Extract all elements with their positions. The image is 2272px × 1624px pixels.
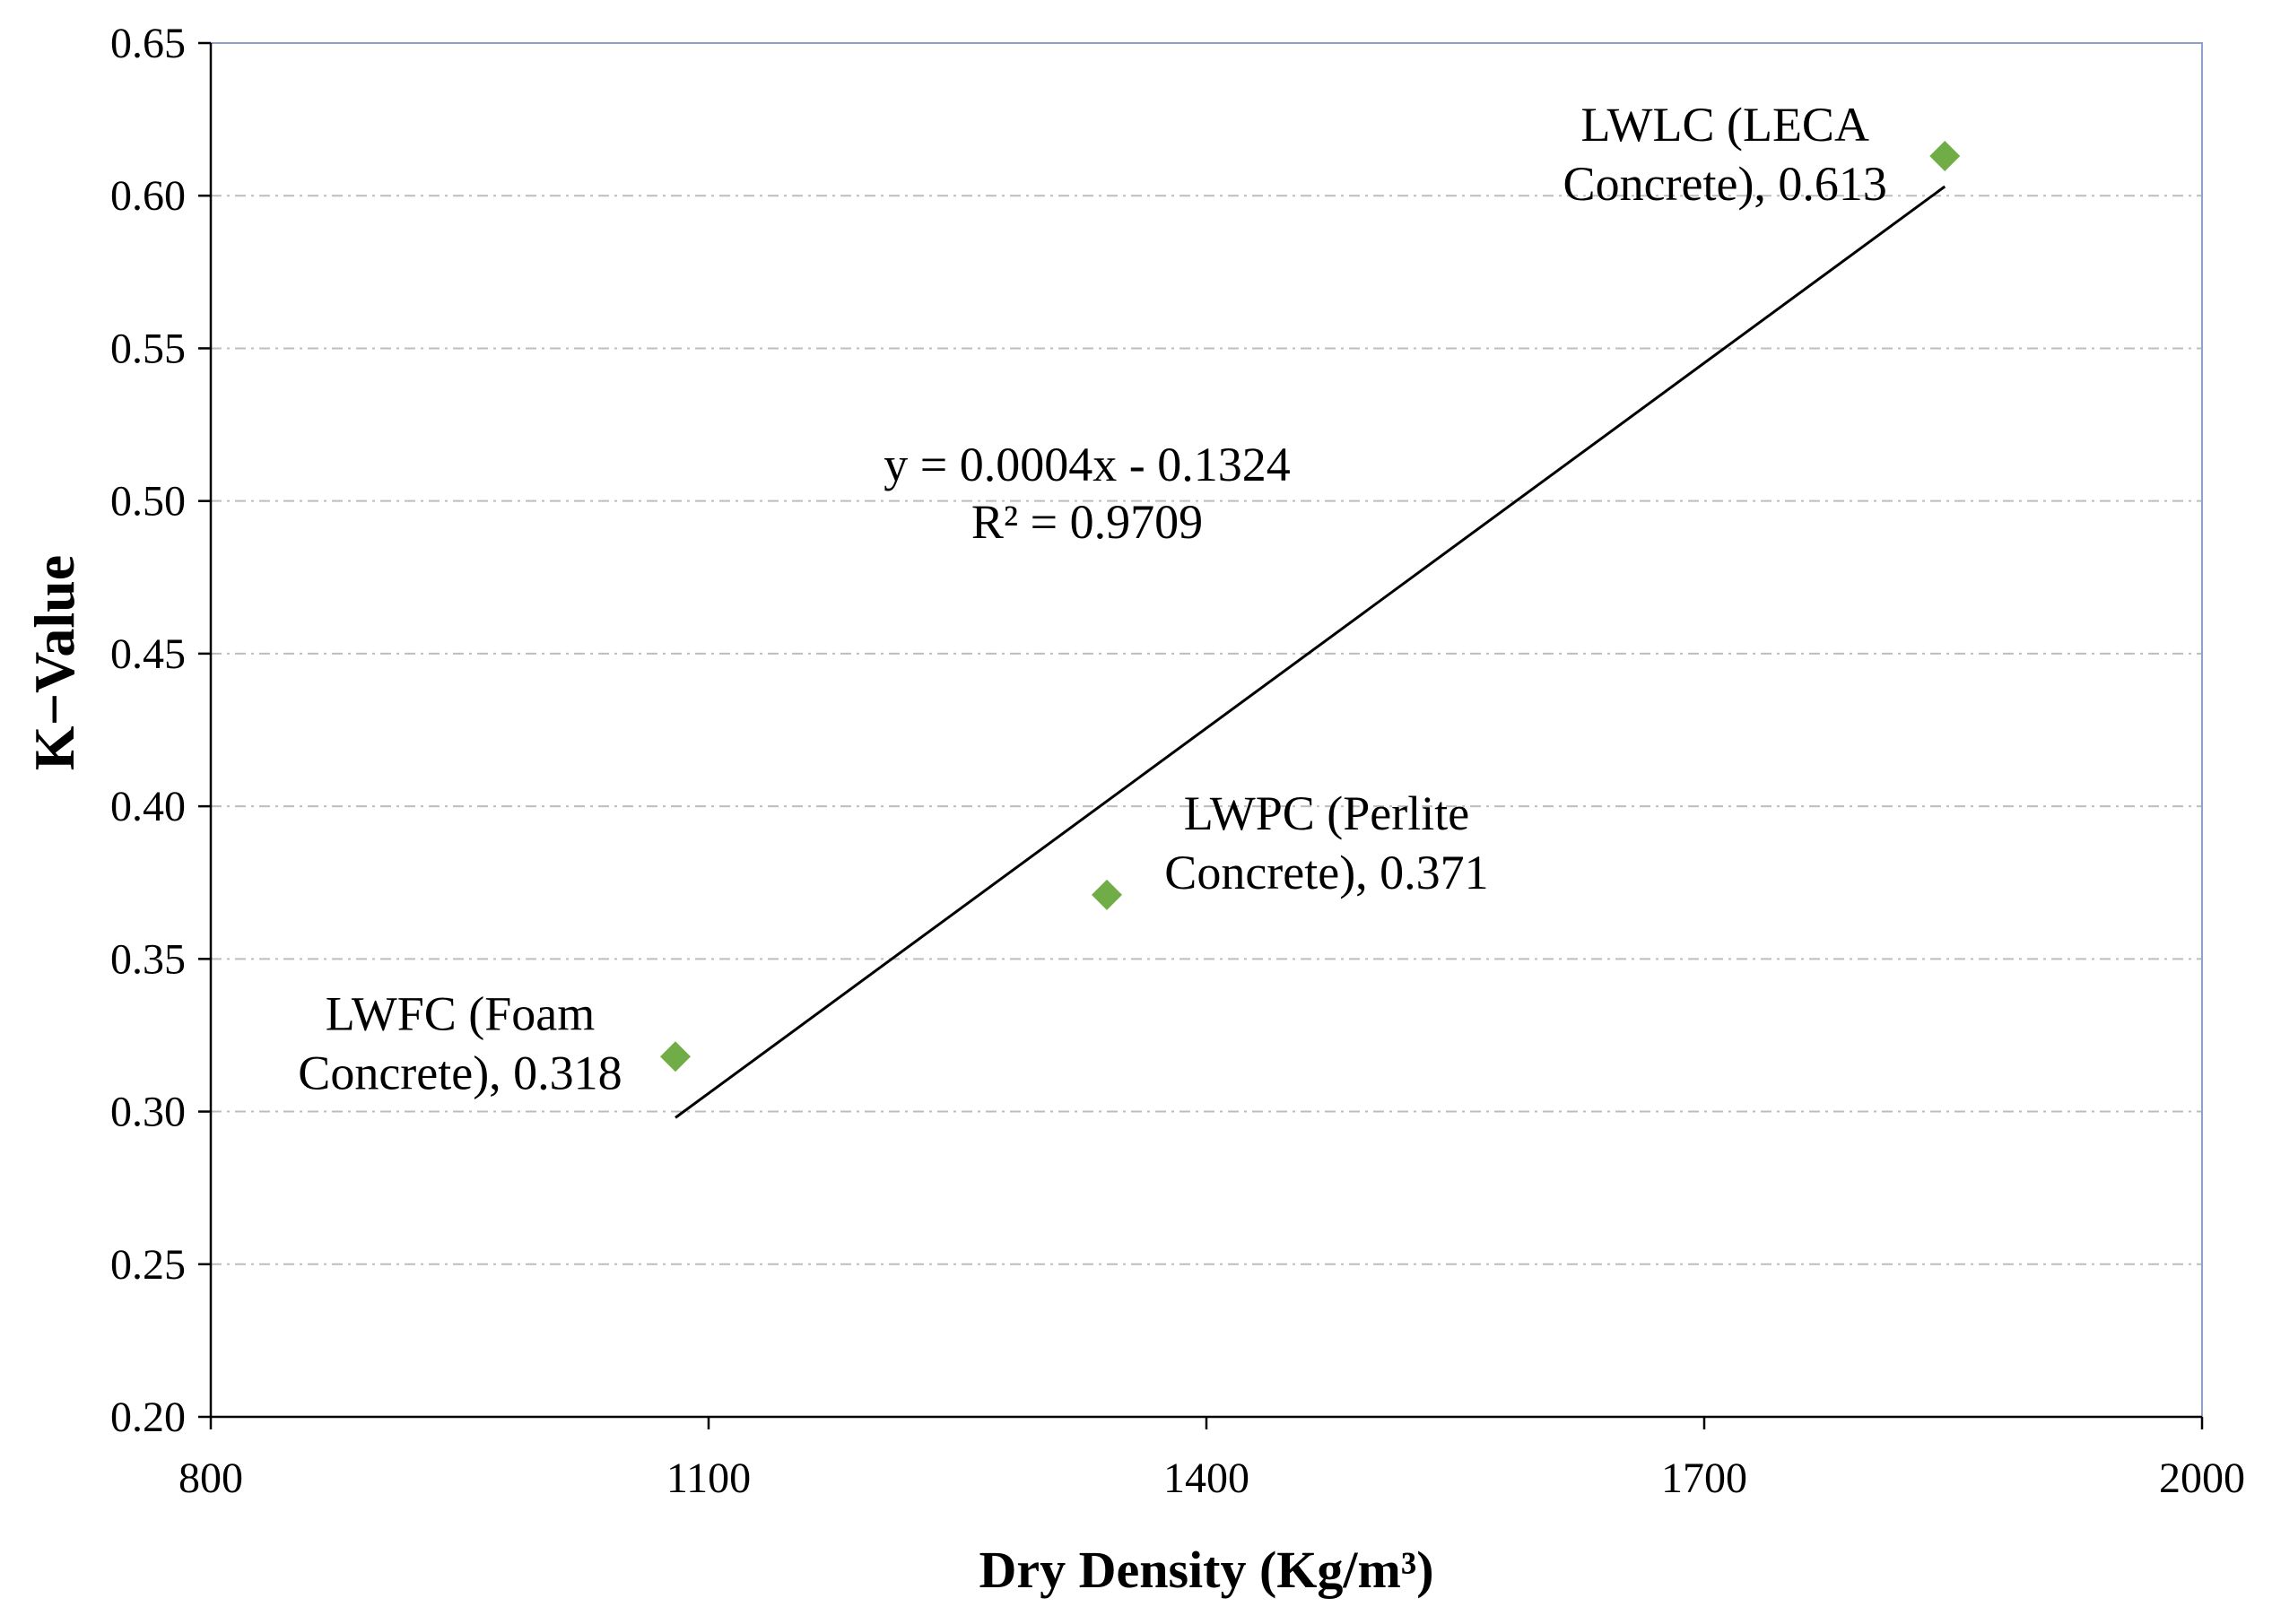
scatter-point: [660, 1041, 691, 1073]
x-tick-label: 800: [178, 1455, 243, 1502]
y-tick-label: 0.65: [110, 20, 186, 67]
point-label-line: LWLC (LECA: [1581, 98, 1869, 152]
y-tick-label: 0.55: [110, 325, 186, 372]
y-tick-label: 0.60: [110, 172, 186, 220]
x-tick-label: 1700: [1661, 1455, 1747, 1502]
grid-lines: [211, 195, 2202, 1265]
point-label-line: Concrete), 0.318: [298, 1046, 622, 1099]
point-label-line: LWPC (Perlite: [1184, 786, 1469, 840]
y-tick-label: 0.20: [110, 1394, 186, 1441]
y-tick-label: 0.40: [110, 783, 186, 830]
x-axis-title: Dry Density (Kg/m³): [979, 1541, 1433, 1599]
data-points: [660, 140, 1961, 1073]
trendline-r-squared: R² = 0.9709: [971, 495, 1203, 549]
x-tick-label: 1400: [1163, 1455, 1249, 1502]
y-tick-label: 0.45: [110, 630, 186, 678]
y-tick-label: 0.30: [110, 1089, 186, 1136]
y-axis-title: K−Value: [22, 555, 86, 770]
scatter-point: [1092, 879, 1122, 910]
trendline-equation: y = 0.0004x - 0.1324: [884, 438, 1290, 491]
point-label-line: Concrete), 0.371: [1164, 846, 1488, 899]
point-label-line: LWFC (Foam: [326, 986, 595, 1040]
y-axis-ticks: 0.20 0.25 0.30 0.35 0.40 0.45 0.50 0.55 0.60 0.65: [110, 20, 211, 1441]
x-tick-label: 2000: [2159, 1455, 2245, 1502]
scatter-point: [1929, 140, 1961, 171]
x-axis-ticks: 800 1100 1400 1700 2000: [178, 1417, 2245, 1502]
data-point-labels: LWFC (Foam Concrete), 0.318 LWPC (Perlite C…: [298, 98, 1887, 1099]
point-label-line: Concrete), 0.613: [1563, 157, 1887, 211]
trendline: [675, 185, 1946, 1119]
y-tick-label: 0.35: [110, 935, 186, 983]
y-tick-label: 0.25: [110, 1241, 186, 1289]
x-tick-label: 1100: [666, 1455, 751, 1502]
y-tick-label: 0.50: [110, 478, 186, 525]
